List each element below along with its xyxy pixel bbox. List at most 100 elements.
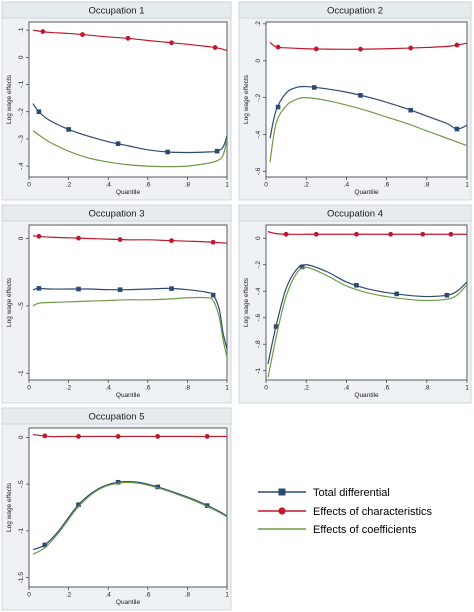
- data-point-total: [36, 109, 42, 115]
- panel-header: [238, 1, 472, 19]
- data-point-total: [165, 149, 170, 155]
- x-tick-label: 1: [465, 385, 469, 392]
- y-axis-label: Log wage effects: [243, 74, 250, 124]
- y-axis-label: Log wage effects: [6, 74, 13, 124]
- x-tick-label: .2: [66, 592, 72, 599]
- x-tick-label: 0: [264, 182, 268, 189]
- legend-marker-total: [278, 488, 286, 496]
- series-line-total: [32, 480, 228, 551]
- x-tick-label: .4: [105, 592, 111, 599]
- data-point-total: [299, 264, 305, 270]
- y-tick-label: 0: [18, 55, 25, 59]
- data-point-total: [66, 127, 71, 132]
- x-tick-label: .2: [66, 385, 72, 392]
- x-tick-label: 0: [27, 182, 31, 189]
- data-point-characteristics: [454, 42, 460, 48]
- y-tick-label: -.4: [255, 130, 262, 138]
- data-point-characteristics: [36, 233, 42, 239]
- data-point-characteristics: [42, 433, 48, 439]
- y-axis-label: Log wage effects: [6, 482, 13, 532]
- y-tick-label: -.5: [18, 480, 25, 488]
- data-point-total: [115, 479, 121, 485]
- plot-area: [265, 224, 468, 381]
- data-point-total: [273, 324, 279, 329]
- series-line-characteristics: [32, 433, 227, 438]
- y-tick-label: 0: [18, 236, 25, 240]
- y-tick-label: .1: [18, 27, 25, 33]
- panel-header: [1, 204, 232, 222]
- data-point-total: [408, 107, 414, 113]
- data-point-characteristics: [388, 231, 394, 237]
- data-point-total: [354, 282, 359, 288]
- x-tick-label: 0: [27, 385, 31, 392]
- series-line-characteristics: [32, 29, 228, 52]
- x-tick-label: 1: [465, 182, 469, 189]
- chart-legend: Total differential Effects of characteris…: [258, 487, 433, 536]
- y-tick-label: -.1: [18, 80, 25, 88]
- series-line-coefficients: [267, 266, 468, 378]
- series-line-characteristics: [32, 235, 228, 244]
- legend-label-total: Total differential: [313, 487, 390, 499]
- y-tick-label: 0: [18, 435, 25, 439]
- chart-title: Occupation 3: [89, 209, 145, 220]
- x-tick-label: .8: [185, 182, 191, 189]
- x-tick-label: .4: [344, 182, 350, 189]
- x-tick-label: .8: [185, 385, 191, 392]
- legend-label-characteristics: Effects of characteristics: [313, 506, 433, 518]
- data-point-characteristics: [115, 434, 121, 439]
- chart-title: Occupation 4: [327, 209, 383, 220]
- y-tick-label: -.4: [18, 162, 25, 170]
- y-axis-label: Log wage effects: [6, 277, 13, 327]
- chart-panel-5: Occupation 5 0 .2 .4 .6 .8 1 0 -.5 -1 -1.5 Quantile…: [1, 407, 232, 611]
- series-line-coefficients: [32, 481, 228, 555]
- x-tick-label: .6: [384, 385, 390, 392]
- legend-label-coefficients: Effects of coefficients: [313, 524, 417, 536]
- legend-marker-characteristics: [278, 507, 286, 515]
- data-point-characteristics: [169, 40, 174, 46]
- y-tick-label: -.5: [18, 302, 25, 310]
- data-point-total: [394, 291, 399, 297]
- panel-header: [238, 204, 472, 222]
- x-axis-label: Quantile: [354, 392, 379, 399]
- data-point-total: [169, 286, 174, 291]
- x-tick-label: 1: [225, 182, 229, 189]
- chart-panel-1: Occupation 1 0 .2 .4 .6 .8 1 .1 0 -.1 -.2 -.3 -.4 Qua…: [1, 1, 232, 201]
- series-line-coefficients: [269, 97, 468, 163]
- series-line-characteristics: [269, 41, 468, 50]
- series-line-coefficients: [32, 296, 228, 358]
- data-point-characteristics: [313, 46, 319, 52]
- panel-header: [1, 1, 232, 19]
- chart-title: Occupation 5: [89, 412, 145, 423]
- data-point-total: [115, 141, 121, 146]
- y-tick-label: -.2: [255, 261, 262, 269]
- x-tick-label: .2: [303, 385, 309, 392]
- x-axis-label: Quantile: [354, 189, 379, 196]
- y-tick-label: -.3: [18, 135, 25, 143]
- data-point-characteristics: [408, 45, 414, 51]
- series-line-total: [32, 287, 228, 350]
- legend-item-coefficients: Effects of coefficients: [258, 524, 417, 536]
- x-tick-label: .4: [105, 385, 111, 392]
- data-point-total: [117, 287, 123, 292]
- x-tick-label: .8: [185, 592, 191, 599]
- x-tick-label: 1: [225, 385, 229, 392]
- data-point-characteristics: [448, 231, 454, 237]
- x-tick-label: 0: [27, 592, 31, 599]
- y-tick-label: 0: [255, 236, 262, 240]
- data-point-total: [275, 104, 281, 110]
- x-tick-label: .6: [145, 592, 151, 599]
- x-tick-label: .6: [145, 182, 151, 189]
- y-tick-label: -.6: [255, 314, 262, 322]
- y-tick-label: -.6: [255, 167, 262, 175]
- data-point-total: [155, 484, 160, 490]
- data-point-characteristics: [117, 237, 123, 242]
- x-tick-label: .4: [344, 385, 350, 392]
- series-line-total: [269, 85, 468, 139]
- chart-title: Occupation 2: [327, 6, 383, 17]
- data-point-characteristics: [204, 434, 210, 439]
- x-tick-label: .6: [145, 385, 151, 392]
- x-axis-label: Quantile: [116, 599, 141, 606]
- data-point-total: [444, 292, 450, 298]
- chart-panel-2: Occupation 2 0 .2 .4 .6 .8 1 .2 0 -.2 -.4 -.6 Quanti…: [238, 1, 472, 201]
